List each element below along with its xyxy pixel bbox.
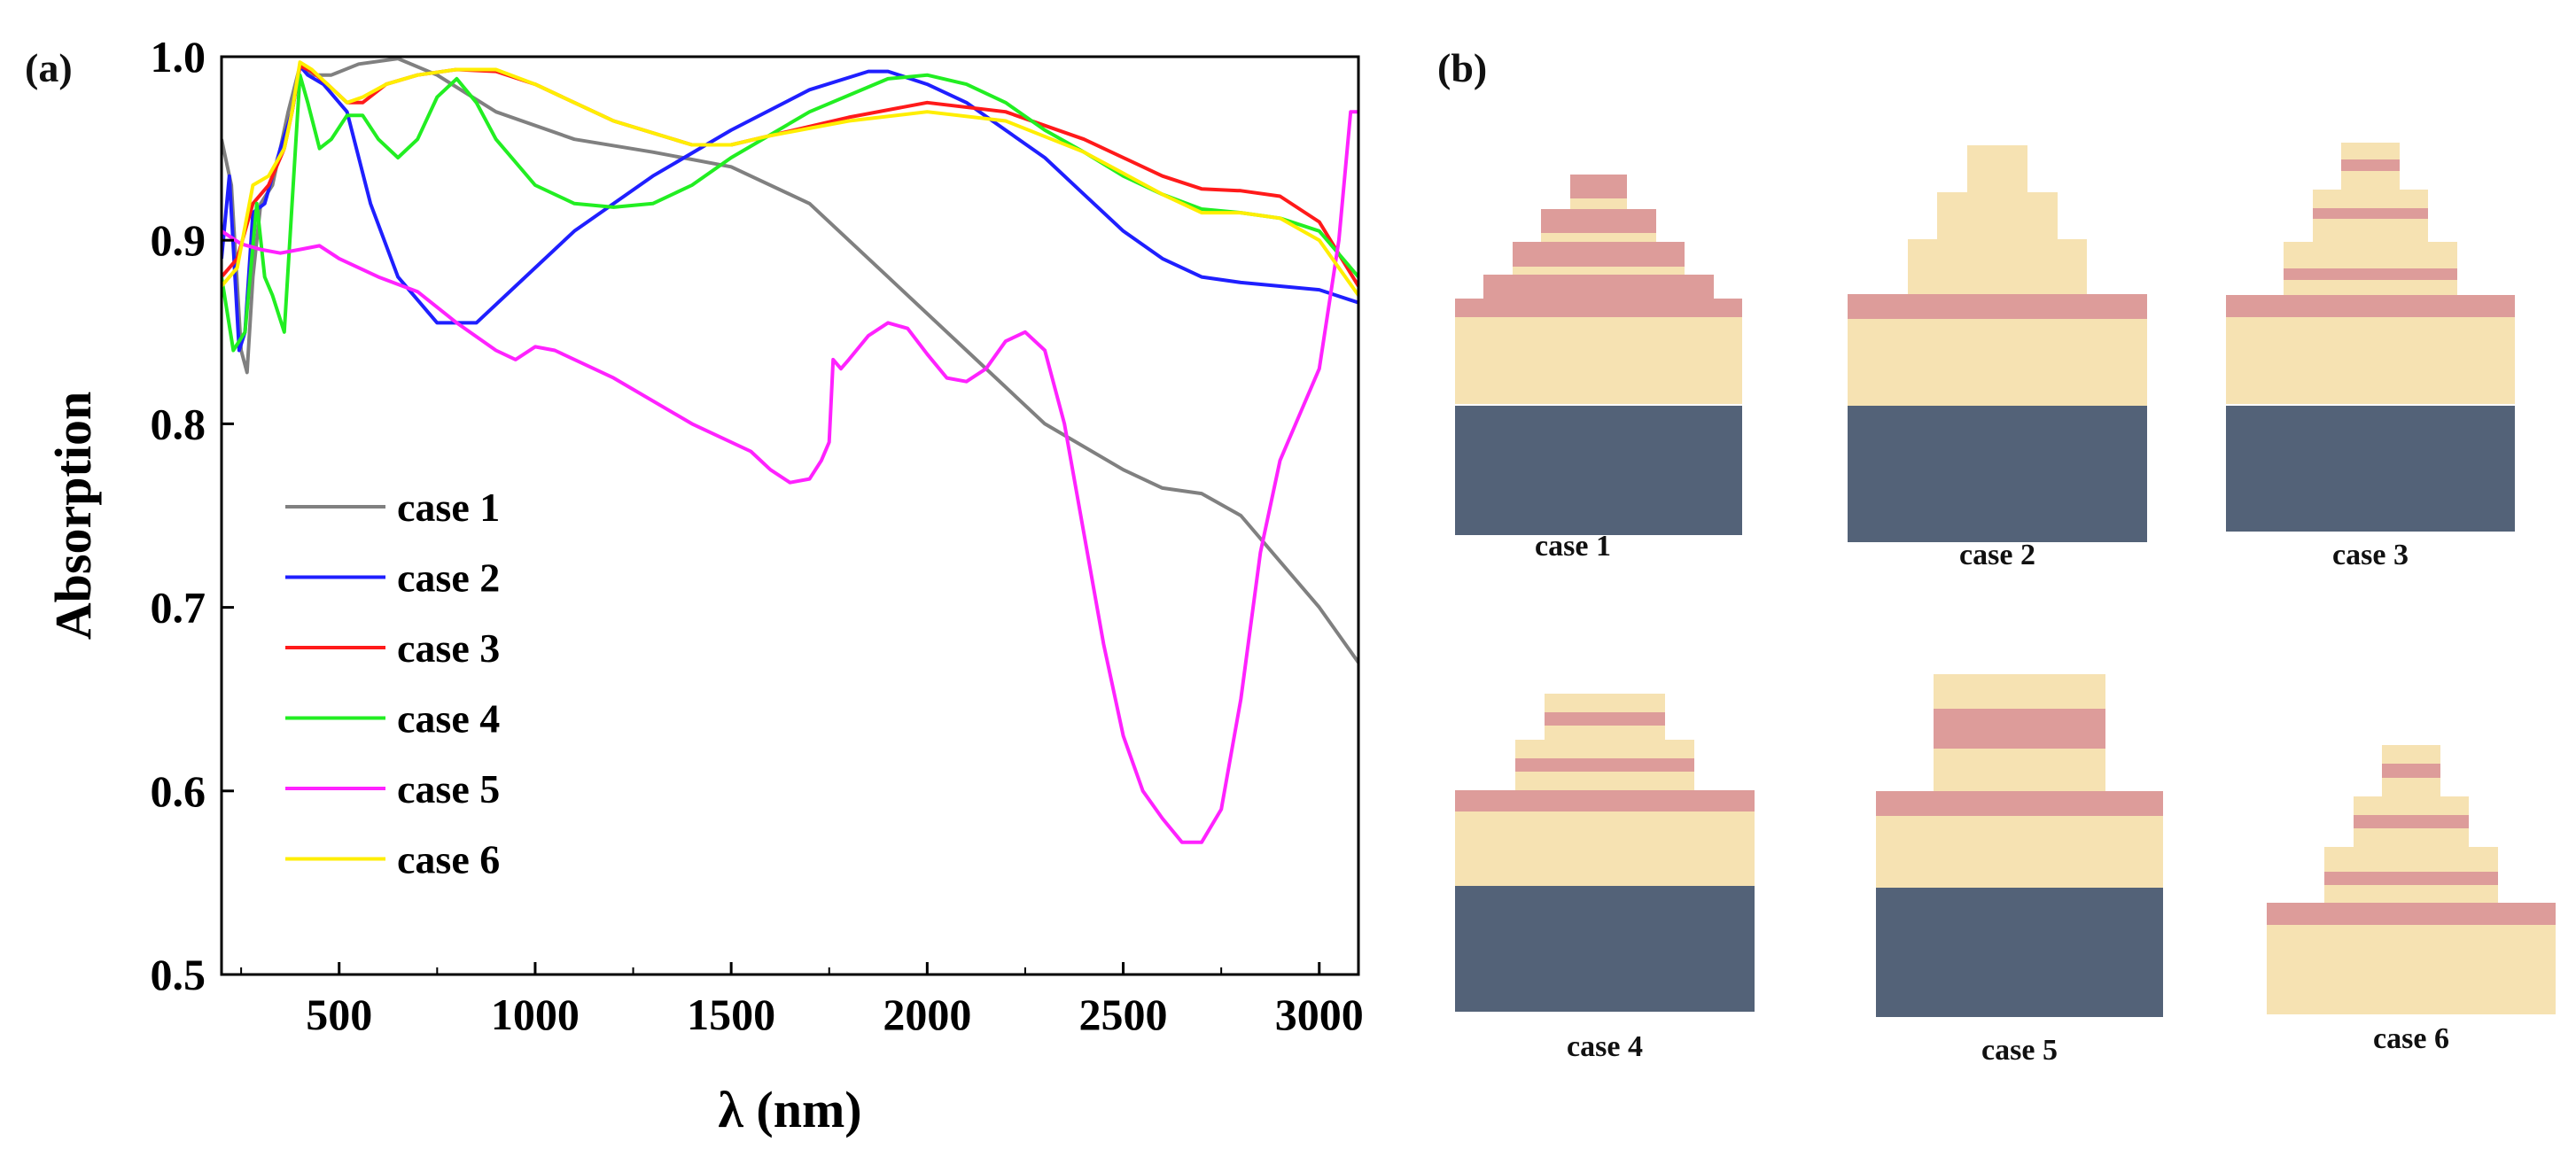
light-layer xyxy=(1876,815,2163,888)
light-layer xyxy=(1455,811,1755,886)
light-layer xyxy=(2382,777,2440,796)
pink-layer xyxy=(2382,764,2440,778)
absorption-chart: 500 1000 1500 2000 2500 3000 0.5 0.6 0.7 0.8 0.9 1.… xyxy=(44,32,1364,1138)
light-layer xyxy=(2284,241,2457,269)
x-tick-label: 2500 xyxy=(1079,990,1168,1039)
light-layer xyxy=(1545,726,1665,740)
substrate-layer xyxy=(1876,888,2163,1017)
panel-label-a: (a) xyxy=(25,45,73,90)
light-layer xyxy=(1512,266,1685,276)
y-tick-label: 1.0 xyxy=(151,32,206,82)
light-layer xyxy=(2324,885,2498,903)
x-tick-label: 2000 xyxy=(883,990,971,1039)
light-layer xyxy=(1907,239,2088,294)
structure-caption: case 3 xyxy=(2332,539,2409,571)
light-layer xyxy=(1541,232,1656,242)
pink-layer xyxy=(2324,872,2498,886)
x-tick-label: 1000 xyxy=(491,990,580,1039)
substrate-layer xyxy=(1455,886,1755,1012)
y-tick-label: 0.7 xyxy=(151,583,206,633)
light-layer xyxy=(1848,319,2147,406)
light-layer xyxy=(1455,317,1742,404)
substrate-layer xyxy=(1455,406,1742,535)
light-layer xyxy=(2353,796,2470,815)
pink-layer xyxy=(1512,241,1685,267)
structure-caption: case 6 xyxy=(2373,1022,2449,1055)
light-layer xyxy=(2324,847,2498,872)
x-tick-label: 1500 xyxy=(687,990,775,1039)
series-line-case-5 xyxy=(222,110,1358,844)
substrate-layer xyxy=(1848,406,2147,542)
pink-layer xyxy=(1933,709,2106,749)
structure-caption: case 5 xyxy=(1981,1034,2058,1067)
pink-layer xyxy=(2226,294,2515,317)
y-tick-label: 0.8 xyxy=(151,399,206,448)
light-layer xyxy=(1545,694,1665,712)
x-tick-label: 3000 xyxy=(1275,990,1364,1039)
light-layer xyxy=(1933,749,2106,791)
light-layer xyxy=(2353,828,2470,847)
pink-layer xyxy=(2341,159,2400,171)
light-layer xyxy=(1514,739,1695,758)
substrate-layer xyxy=(2226,406,2515,532)
panel-label-b: (b) xyxy=(1437,45,1488,90)
light-layer xyxy=(2226,317,2515,404)
pink-layer xyxy=(2267,903,2556,926)
pink-layer xyxy=(2353,814,2470,828)
pink-layer xyxy=(1545,712,1665,726)
pink-layer xyxy=(2312,207,2429,220)
pink-layer xyxy=(1483,275,1714,299)
light-layer xyxy=(1937,192,2058,240)
pink-layer xyxy=(1569,175,1628,198)
legend-entry: case 2 xyxy=(397,555,500,601)
legend-entry: case 1 xyxy=(397,485,500,530)
x-axis-label: λ (nm) xyxy=(718,1081,861,1138)
series-line-case-1 xyxy=(222,57,1358,664)
pink-layer xyxy=(1848,294,2147,319)
y-axis-label: Absorption xyxy=(44,392,102,640)
light-layer xyxy=(2382,745,2440,765)
series-line-case-6 xyxy=(222,60,1358,297)
light-layer xyxy=(1514,772,1695,791)
plot-frame xyxy=(220,55,1360,976)
y-tick-label: 0.5 xyxy=(151,950,206,999)
legend-entry: case 6 xyxy=(397,837,500,882)
pink-layer xyxy=(1514,757,1695,773)
light-layer xyxy=(2312,219,2429,242)
light-layer xyxy=(2341,170,2400,190)
pink-layer xyxy=(1455,790,1755,811)
x-tick-label: 500 xyxy=(306,990,372,1039)
structure-caption: case 1 xyxy=(1535,530,1611,563)
series-line-case-4 xyxy=(222,73,1358,353)
light-layer xyxy=(1933,674,2106,710)
light-layer xyxy=(2341,142,2400,160)
pink-layer xyxy=(1541,209,1656,233)
light-layer xyxy=(1569,198,1628,210)
pink-layer xyxy=(1455,299,1742,317)
y-tick-label: 0.6 xyxy=(151,766,206,816)
light-layer xyxy=(2284,280,2457,295)
legend-entry: case 3 xyxy=(397,625,500,671)
structure-caption: case 2 xyxy=(1959,539,2035,571)
y-tick-label: 0.9 xyxy=(151,215,206,265)
legend-entry: case 4 xyxy=(397,696,500,742)
light-layer xyxy=(1967,145,2027,193)
legend-entry: case 5 xyxy=(397,766,500,811)
structure-caption: case 4 xyxy=(1567,1030,1643,1063)
pink-layer xyxy=(2284,268,2457,280)
light-layer xyxy=(2267,925,2556,1014)
pink-layer xyxy=(1876,790,2163,816)
light-layer xyxy=(2312,189,2429,208)
